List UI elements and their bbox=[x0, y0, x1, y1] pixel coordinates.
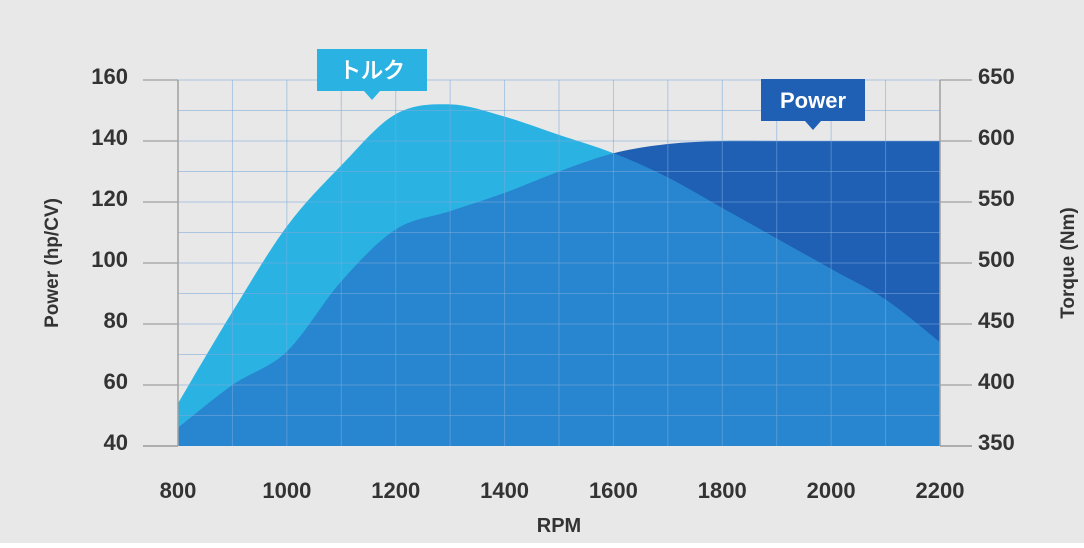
y-left-tick-label: 40 bbox=[104, 430, 128, 455]
y-left-tick-label: 100 bbox=[91, 247, 128, 272]
power-callout: Power bbox=[761, 79, 865, 130]
axes-layer bbox=[143, 79, 972, 447]
y-right-tick-label: 550 bbox=[978, 186, 1015, 211]
power-callout-label: Power bbox=[780, 88, 846, 113]
torque-callout: トルク bbox=[317, 49, 427, 100]
x-tick-label: 2200 bbox=[916, 478, 965, 503]
power-callout-box bbox=[761, 79, 865, 130]
x-axis-label: RPM bbox=[537, 515, 581, 537]
y-right-tick-label: 450 bbox=[978, 308, 1015, 333]
torque-callout-box bbox=[317, 49, 427, 100]
y-right-tick-label: 500 bbox=[978, 247, 1015, 272]
y-left-tick-label: 60 bbox=[104, 369, 128, 394]
x-tick-label: 1400 bbox=[480, 478, 529, 503]
y-left-tick-label: 140 bbox=[91, 125, 128, 150]
x-tick-label: 1000 bbox=[262, 478, 311, 503]
y-axis-label-left: Power (hp/CV) bbox=[42, 198, 63, 328]
x-tick-label: 2000 bbox=[807, 478, 856, 503]
y-left-tick-label: 160 bbox=[91, 64, 128, 89]
y-right-tick-label: 400 bbox=[978, 369, 1015, 394]
torque-callout-label: トルク bbox=[339, 58, 405, 83]
tick-label-layer: 800 1000 1200 1400 1600 1800 2000 2200 40 60 80 100… bbox=[91, 64, 1014, 503]
y-right-tick-label: 350 bbox=[978, 430, 1015, 455]
y-right-tick-label: 600 bbox=[978, 125, 1015, 150]
y-axis-label-right: Torque (Nm) bbox=[1058, 207, 1079, 319]
y-right-tick-label: 650 bbox=[978, 64, 1015, 89]
grid-layer bbox=[178, 79, 941, 446]
x-tick-label: 800 bbox=[160, 478, 197, 503]
x-tick-label: 1200 bbox=[371, 478, 420, 503]
x-tick-label: 1800 bbox=[698, 478, 747, 503]
x-tick-label: 1600 bbox=[589, 478, 638, 503]
y-left-tick-label: 120 bbox=[91, 186, 128, 211]
y-left-tick-label: 80 bbox=[104, 308, 128, 333]
